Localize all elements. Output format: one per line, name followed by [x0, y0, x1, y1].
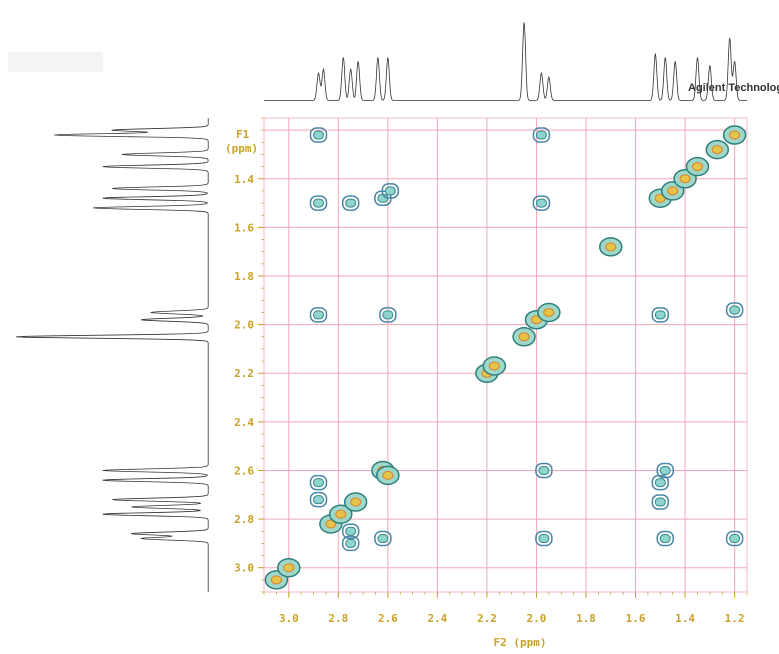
- x-tick-label: 1.8: [576, 612, 596, 625]
- contour-inner: [654, 478, 666, 488]
- diagonal-peak-core: [679, 174, 691, 184]
- contour-inner: [654, 310, 666, 320]
- contour-outer: [656, 462, 675, 479]
- f1-projection-trace: [16, 118, 209, 592]
- x-tick-label: 2.2: [477, 612, 497, 625]
- contour-outer: [656, 530, 675, 547]
- y-tick-label: 1.8: [234, 270, 254, 283]
- y-tick-label: 1.6: [234, 221, 254, 234]
- diagonal-peak-core: [691, 162, 703, 172]
- contour-outer: [374, 530, 392, 547]
- contour-outer: [535, 530, 553, 547]
- contour-outer: [309, 195, 328, 211]
- diagonal-peak-core: [325, 519, 337, 529]
- diagonal-peak-core: [350, 497, 362, 507]
- contour-inner: [729, 534, 741, 544]
- diagonal-peak-core: [518, 332, 530, 342]
- x-tick-label: 2.6: [378, 612, 398, 625]
- diagonal-peak-core: [605, 242, 617, 252]
- y-tick-label: 2.8: [234, 513, 254, 526]
- contour-outer: [651, 494, 670, 510]
- y-tick-label: 2.4: [234, 416, 254, 429]
- diagonal-peak-core: [335, 509, 347, 519]
- contour-inner: [538, 534, 550, 544]
- f1-projection: [16, 118, 209, 592]
- contour-outer: [381, 183, 400, 199]
- contour-outer: [309, 491, 328, 508]
- diagonal-peak-core: [667, 186, 679, 196]
- diagonal-peak-core: [270, 575, 282, 585]
- contour-outer: [309, 307, 328, 323]
- diagonal-peak-core: [729, 130, 741, 140]
- contour-inner: [382, 310, 394, 320]
- contour-outer: [651, 474, 670, 491]
- x-tick-label: 1.6: [626, 612, 646, 625]
- contour-inner: [729, 305, 741, 315]
- contour-inner: [384, 186, 396, 196]
- contour-inner: [659, 534, 671, 544]
- f2-projection: [264, 22, 747, 101]
- x-axis-label: F2 (ppm): [494, 636, 547, 649]
- x-tick-label: 2.4: [427, 612, 447, 625]
- peaks: [264, 125, 747, 590]
- y-tick-label: 1.4: [234, 173, 254, 186]
- contour-outer: [725, 302, 744, 318]
- contour-inner: [659, 465, 671, 475]
- grid: [264, 118, 747, 592]
- contour-inner: [345, 538, 357, 548]
- contour-outer: [725, 530, 744, 547]
- x-tick-label: 2.0: [527, 612, 547, 625]
- y-ticks: 1.4 1.6 1.8 2.0 2.2 2.4 2.6 2.8 3.0: [234, 117, 264, 593]
- contour-outer: [532, 195, 551, 211]
- contour-outer: [309, 474, 328, 491]
- contour-outer: [341, 195, 360, 211]
- contour-inner: [345, 526, 357, 536]
- contour-outer: [379, 307, 397, 323]
- diagonal-peak-core: [711, 145, 723, 155]
- y-tick-label: 2.2: [234, 367, 254, 380]
- contour-inner: [377, 534, 389, 544]
- brand-label: Agilent Technologies: [688, 82, 779, 94]
- f2-projection-trace: [264, 22, 747, 101]
- diagonal-peak-core: [283, 563, 295, 573]
- diagonal-peak-core: [488, 361, 500, 371]
- y-tick-label: 2.0: [234, 319, 254, 332]
- y-axis-label-line1: F1: [236, 128, 250, 141]
- x-tick-label: 2.8: [328, 612, 348, 625]
- contour-inner: [345, 198, 357, 208]
- contour-outer: [651, 307, 670, 323]
- x-tick-label: 3.0: [279, 612, 299, 625]
- diagonal-peak-core: [382, 470, 394, 480]
- contour-outer: [341, 523, 360, 539]
- contour-inner: [312, 198, 324, 208]
- blank-label-box: [8, 52, 103, 72]
- contour-inner: [312, 310, 324, 320]
- y-tick-label: 3.0: [234, 562, 254, 575]
- contour-inner: [312, 478, 324, 488]
- contour-outer: [341, 535, 360, 552]
- y-tick-label: 2.6: [234, 464, 254, 477]
- contour-inner: [654, 497, 666, 507]
- contour-inner: [535, 198, 547, 208]
- contour-inner: [312, 495, 324, 505]
- contour-outer: [535, 462, 553, 479]
- x-tick-label: 1.2: [725, 612, 745, 625]
- diagonal-peak-core: [543, 307, 555, 317]
- contour-outer: [532, 127, 551, 143]
- contour-outer: [309, 127, 328, 143]
- x-ticks: 3.0 2.8 2.6 2.4 2.2 2.0 1.8 1.6 1.4 1.2: [263, 592, 748, 625]
- contour-inner: [538, 465, 550, 475]
- x-tick-label: 1.4: [675, 612, 695, 625]
- contour-inner: [312, 130, 324, 140]
- y-axis-label-line2: (ppm): [225, 142, 258, 155]
- contour-inner: [535, 130, 547, 140]
